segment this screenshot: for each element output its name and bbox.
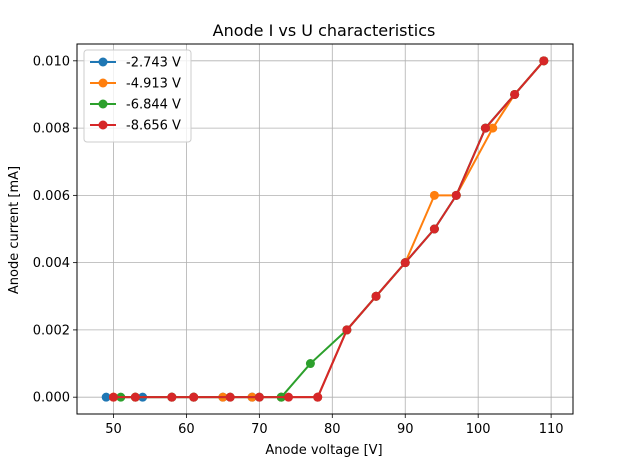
data-point: [130, 392, 140, 402]
legend-marker: [98, 78, 108, 88]
data-point: [108, 392, 118, 402]
x-axis-label: Anode voltage [V]: [265, 443, 382, 458]
series-4: [108, 56, 549, 402]
legend-marker: [98, 57, 108, 67]
legend-item: -4.913 V: [90, 77, 181, 92]
data-point: [305, 359, 315, 369]
x-tick-label: 90: [397, 422, 414, 437]
legend-label: -2.743 V: [126, 56, 181, 71]
data-point: [167, 392, 177, 402]
y-tick-label: 0.004: [33, 256, 70, 271]
data-point: [488, 123, 498, 133]
data-point: [371, 291, 381, 301]
series-line: [113, 60, 545, 399]
y-tick-label: 0.008: [33, 122, 70, 137]
x-tick-label: 110: [539, 422, 564, 437]
chart-title: Anode I vs U characteristics: [213, 21, 436, 40]
legend-label: -8.656 V: [126, 119, 181, 134]
data-point: [225, 392, 235, 402]
x-tick-label: 80: [324, 422, 341, 437]
legend-marker: [98, 99, 108, 109]
x-tick-label: 70: [251, 422, 268, 437]
x-tick-label: 60: [178, 422, 195, 437]
data-point: [101, 392, 111, 402]
legend-item: -2.743 V: [90, 56, 181, 71]
legend-marker: [98, 120, 108, 130]
data-point: [429, 190, 439, 200]
data-point: [284, 392, 294, 402]
series-layer: [101, 56, 549, 402]
legend-label: -4.913 V: [126, 77, 181, 92]
y-axis-label: Anode current [mA]: [7, 166, 22, 294]
data-point: [313, 392, 323, 402]
data-point: [400, 258, 410, 268]
legend: -2.743 V -4.913 V -6.844 V -8.656 V: [83, 49, 192, 143]
legend-label: -6.844 V: [126, 98, 181, 113]
data-point: [539, 56, 549, 66]
plot-frame: [76, 43, 574, 415]
data-point: [510, 89, 520, 99]
ticks: 50 60 70 80 90 100 110 0.000 0.002 0.004 0.006 0.00…: [33, 54, 564, 437]
data-point: [429, 224, 439, 234]
y-tick-label: 0.002: [33, 323, 70, 338]
y-tick-label: 0.010: [33, 54, 70, 69]
data-point: [451, 190, 461, 200]
legend-box: [83, 49, 192, 143]
data-point: [254, 392, 264, 402]
x-tick-label: 50: [105, 422, 122, 437]
y-tick-label: 0.006: [33, 189, 70, 204]
x-tick-label: 100: [466, 422, 491, 437]
legend-item: -8.656 V: [90, 119, 181, 134]
legend-item: -6.844 V: [90, 98, 181, 113]
data-point: [342, 325, 352, 335]
data-point: [480, 123, 490, 133]
data-point: [189, 392, 199, 402]
y-tick-label: 0.000: [33, 391, 70, 406]
